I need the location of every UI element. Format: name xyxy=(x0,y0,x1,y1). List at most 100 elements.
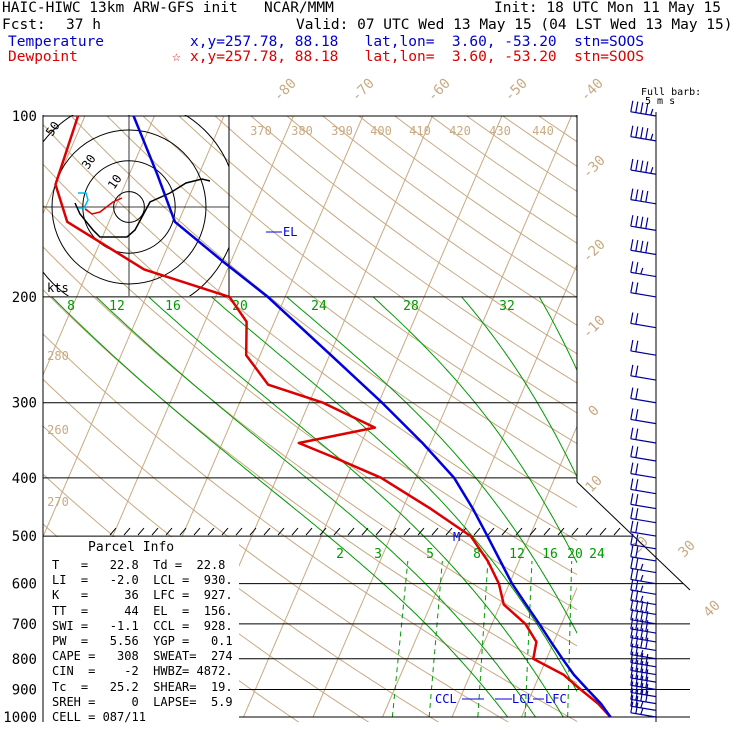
mixing-ratio-label: 3 xyxy=(374,547,382,562)
hatch-mark xyxy=(515,527,523,536)
wind-barb xyxy=(630,557,657,574)
isotherm-label: -60 xyxy=(425,76,454,105)
wind-barb xyxy=(630,215,657,231)
wind-barb xyxy=(630,635,657,652)
hatch-mark xyxy=(557,527,565,536)
isotherm-label: -40 xyxy=(578,76,607,105)
hatch-mark xyxy=(571,527,579,536)
hatch-mark xyxy=(333,527,341,536)
dry-adiabat xyxy=(106,115,577,476)
dry-adiabat xyxy=(466,115,577,193)
parcel-info-row: Tc = 25.2 SHEAR= 19. xyxy=(52,679,233,694)
mixing-ratio-line xyxy=(643,561,644,717)
parcel-info-row: SREH = 0 LAPSE= 5.9 xyxy=(52,694,233,709)
fcst-label: Fcst: xyxy=(2,17,46,33)
mixing-ratio-line xyxy=(428,560,443,718)
wind-barb xyxy=(630,507,657,524)
wind-barb xyxy=(630,674,657,691)
dewpoint-trace xyxy=(54,115,612,718)
parcel-info-row: CELL = 087/11 xyxy=(52,710,146,725)
pressure-label: 800 xyxy=(12,652,37,668)
dry-adiabat xyxy=(43,246,577,647)
isotherm-label: 30 xyxy=(676,538,699,561)
dry-adiabat xyxy=(647,116,740,730)
barb-legend-line2: 5 m s xyxy=(645,96,675,107)
wind-barb xyxy=(630,493,657,510)
freezing-level-hatch xyxy=(109,527,621,536)
dry-adiabat xyxy=(43,333,577,722)
hatch-mark xyxy=(305,527,313,536)
pressure-label: 400 xyxy=(12,471,37,487)
theta-label: 260 xyxy=(47,423,69,437)
valid-time: Valid: 07 UTC Wed 13 May 15 (04 LST Wed … xyxy=(296,17,733,33)
hodograph-storm-marker xyxy=(78,192,89,209)
wind-barb xyxy=(630,261,657,278)
lcl-label: LCL xyxy=(512,692,534,706)
hodograph: 10 30 50 kts xyxy=(43,115,229,296)
hatch-mark xyxy=(431,527,439,536)
wind-barb xyxy=(630,462,657,479)
pressure-label: 500 xyxy=(12,529,37,545)
wind-barb xyxy=(630,643,657,660)
isotherm-line xyxy=(243,115,503,718)
hatch-mark xyxy=(613,527,621,536)
temperature-trace xyxy=(132,115,612,718)
pressure-label: 1000 xyxy=(3,710,37,726)
wind-barb xyxy=(630,445,657,462)
isotherm-label: 40 xyxy=(701,598,724,621)
wet-bulb-label: 24 xyxy=(311,299,327,314)
hatch-mark xyxy=(165,527,173,536)
hatch-mark xyxy=(291,527,299,536)
theta-label: 410 xyxy=(409,124,431,138)
el-label: EL xyxy=(283,225,297,239)
wind-barb xyxy=(630,695,657,711)
isotherm-label: -80 xyxy=(271,76,300,105)
dry-adiabat xyxy=(142,115,577,445)
isotherm-label: 0 xyxy=(586,403,603,420)
hatch-mark xyxy=(193,527,201,536)
hodograph-ring-50: 50 xyxy=(43,119,63,139)
dewpoint-legend: Dewpoint xyxy=(8,49,78,65)
star-icon: ☆ xyxy=(172,49,181,65)
wind-barb xyxy=(630,339,657,356)
dry-adiabat xyxy=(286,115,577,326)
wet-bulb-label: 20 xyxy=(232,299,248,314)
barb-legend-line1: Full barb: xyxy=(641,87,701,98)
dewpoint-location: x,y=257.78, 88.18 lat,lon= 3.60, -53.20 … xyxy=(190,49,644,65)
hatch-mark xyxy=(123,527,131,536)
parcel-info-row: PW = 5.56 YGP = 0.1 xyxy=(52,634,233,649)
dry-adiabat xyxy=(574,115,577,119)
hodograph-ring-30: 30 xyxy=(79,152,99,172)
hatch-mark xyxy=(543,527,551,536)
dry-adiabat xyxy=(683,116,740,730)
moist-adiabat xyxy=(461,296,577,478)
hatch-mark xyxy=(347,527,355,536)
isotherm-label: -20 xyxy=(580,237,609,266)
isotherm-label: 10 xyxy=(583,473,606,496)
wind-barb xyxy=(630,158,657,175)
melting-level-label: M xyxy=(453,530,460,544)
theta-label: 270 xyxy=(47,495,69,509)
mixing-ratio-line xyxy=(391,560,409,718)
dry-adiabat xyxy=(502,115,577,167)
ccl-label: CCL xyxy=(435,692,457,706)
pressure-label: 700 xyxy=(12,617,37,633)
parcel-info-row: SWI = -1.1 CCL = 928. xyxy=(52,618,233,633)
mixing-ratio-label: 16 xyxy=(542,547,558,562)
isotherm-line xyxy=(521,586,577,718)
parcel-info-row: CIN = -2 HWBZ= 4872. xyxy=(52,664,233,679)
hatch-mark xyxy=(599,527,607,536)
wind-barb xyxy=(630,387,657,404)
mixing-ratio-label: 8 xyxy=(473,547,481,562)
parcel-info: Parcel Info T = 22.8 Td = 22.8 LI = -2.0 … xyxy=(52,540,242,725)
mixing-ratio-label: 12 xyxy=(509,547,525,562)
wind-barb xyxy=(630,545,657,562)
pressure-labels: 100 200 300 400 500 600 700 800 900 1000 xyxy=(3,109,37,726)
theta-label: 370 xyxy=(250,124,272,138)
hatch-mark xyxy=(375,527,383,536)
mixing-ratio-labels: 2 3 5 8 12 16 20 24 xyxy=(336,547,605,562)
dry-adiabat xyxy=(43,378,510,722)
wind-barb xyxy=(630,239,657,256)
dry-adiabat xyxy=(43,289,577,684)
hodograph-kts-label: kts xyxy=(47,281,69,295)
